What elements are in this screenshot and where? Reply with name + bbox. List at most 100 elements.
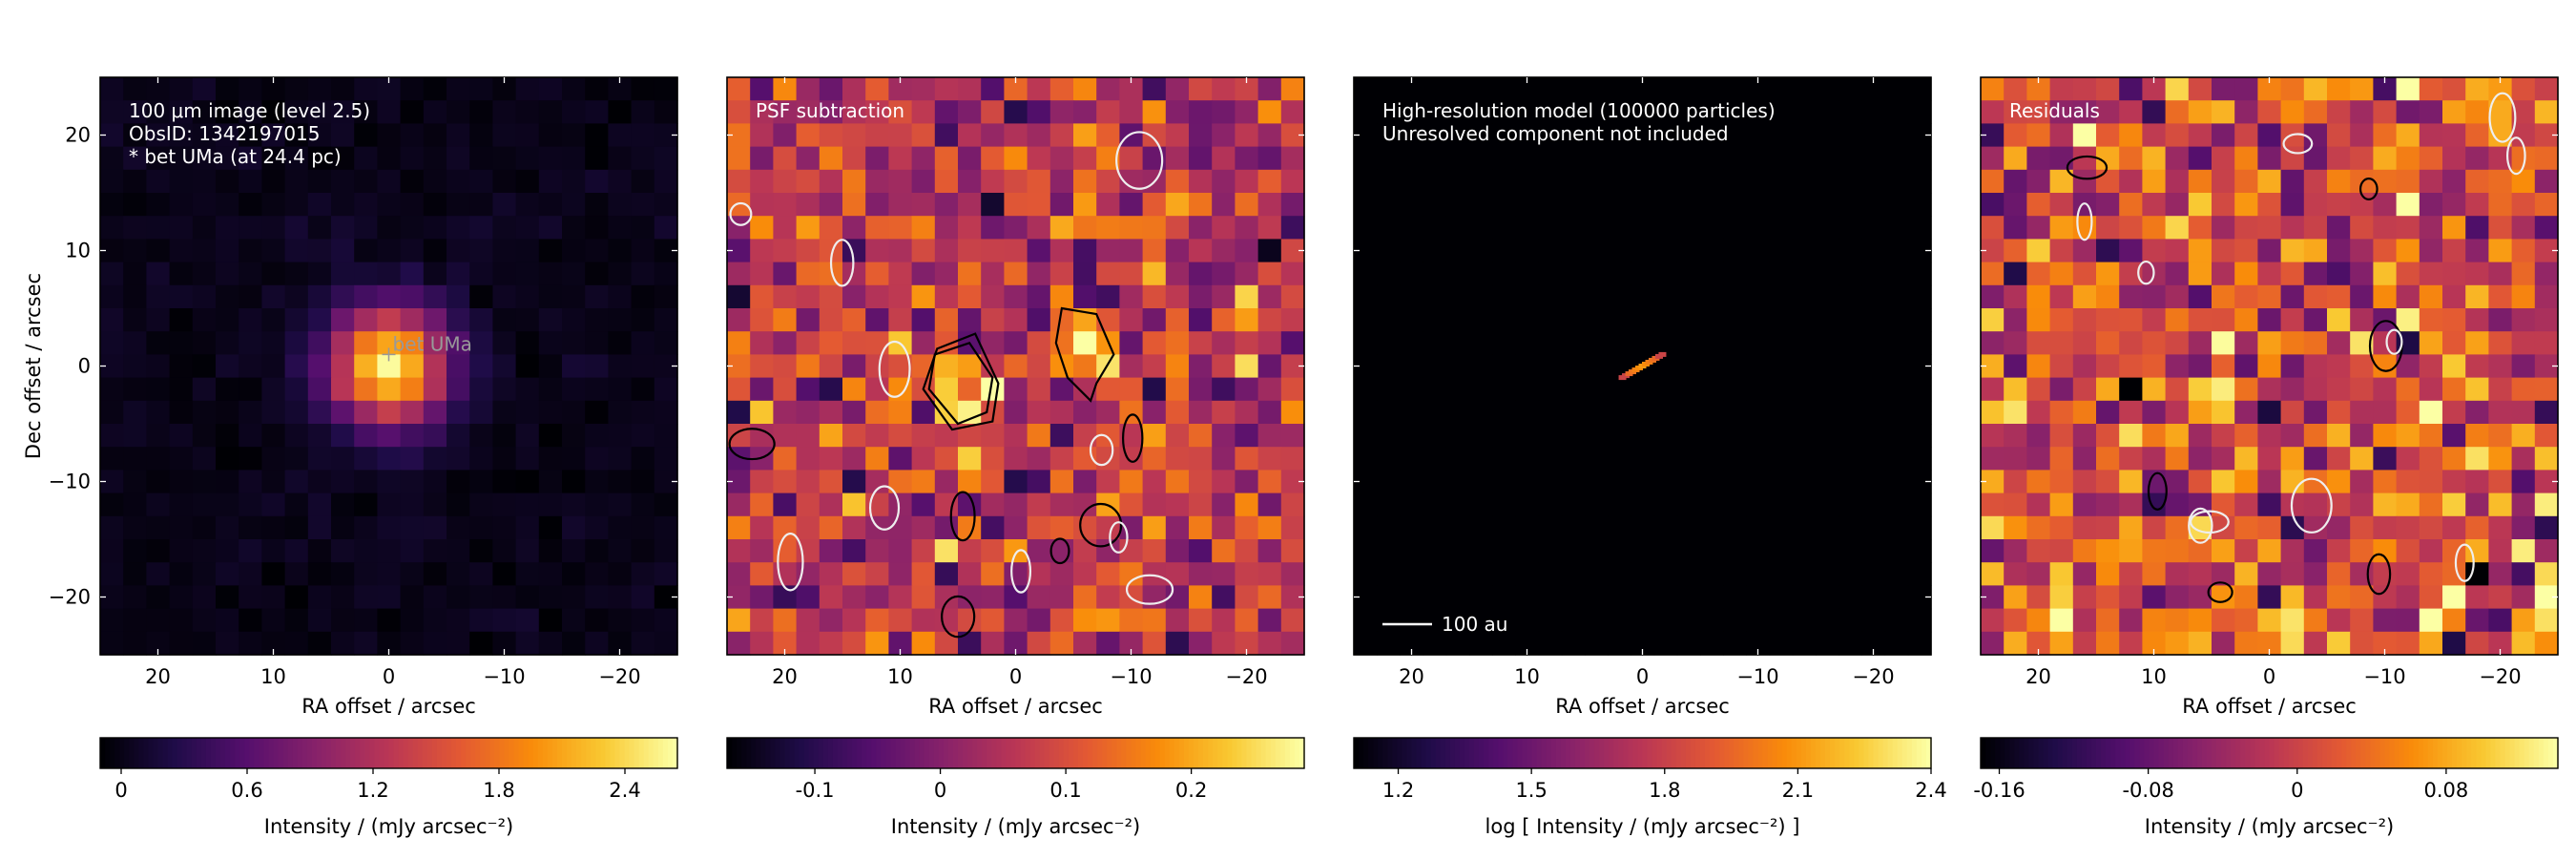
colorbar-segment (186, 738, 193, 768)
colorbar-segment (1772, 738, 1778, 768)
contour (949, 491, 976, 542)
colorbar-segment (2226, 738, 2232, 768)
colorbar-segment (2543, 738, 2549, 768)
colorbar-segment (1368, 738, 1374, 768)
colorbar-segment (1488, 738, 1495, 768)
colorbar-segment (374, 738, 381, 768)
colorbar-segment (2452, 738, 2458, 768)
colorbar-segment (1135, 738, 1142, 768)
colorbar-segment (1049, 738, 1055, 768)
colorbar-segment (832, 738, 839, 768)
colorbar-segment (2462, 738, 2468, 768)
colorbar-segment (638, 738, 645, 768)
colorbar-segment (803, 738, 810, 768)
colorbar-segment (249, 738, 256, 768)
colorbar-segment (379, 738, 385, 768)
colorbar-segment (1178, 738, 1185, 768)
colorbar-segment (2245, 738, 2252, 768)
colorbar-segment (1359, 738, 1364, 768)
heatmap-image (1354, 77, 1932, 656)
colorbar-tick-label: 1.8 (1649, 779, 1680, 802)
colorbar-segment (1512, 738, 1519, 768)
colorbar-segment (996, 738, 1003, 768)
colorbar-segment (504, 738, 510, 768)
colorbar-segment (2057, 738, 2064, 768)
colorbar-segment (746, 738, 753, 768)
colorbar-segment (1498, 738, 1505, 768)
colorbar-segment (1868, 738, 1875, 768)
colorbar-segment (991, 738, 998, 768)
colorbar-segment (2206, 738, 2212, 768)
colorbar-segment (1001, 738, 1008, 768)
colorbar-segment (1020, 738, 1027, 768)
panel-4: 20 10 0 −10 −20 RA offset / arcsec Residuals -0… (1973, 76, 2559, 838)
colorbar-segment (2457, 738, 2462, 768)
colorbar-segment (1402, 738, 1408, 768)
colorbar-segment (1656, 738, 1663, 768)
colorbar-segment (765, 738, 772, 768)
colorbar-segment (1738, 738, 1745, 768)
colorbar-segment (2149, 738, 2155, 768)
colorbar-segment (2043, 738, 2049, 768)
colorbar-segment (181, 738, 188, 768)
colorbar-segment (653, 738, 659, 768)
colorbar-label: Intensity / (mJy arcsec⁻²) (2145, 815, 2394, 838)
colorbar-segment (1661, 738, 1668, 768)
colorbar-segment (866, 738, 873, 768)
colorbar-segment (153, 738, 159, 768)
colorbar-segment (958, 738, 964, 768)
colorbar-segment (2293, 738, 2299, 768)
colorbar-segment (737, 738, 742, 768)
colorbar-segment (2327, 738, 2333, 768)
colorbar-segment (2495, 738, 2502, 768)
colorbar-segment (513, 738, 520, 768)
colorbar-segment (551, 738, 558, 768)
colorbar-segment (350, 738, 357, 768)
colorbar-segment (1892, 738, 1899, 768)
colorbar-segment (1088, 738, 1093, 768)
colorbar-segment (1425, 738, 1432, 768)
colorbar-segment (2028, 738, 2035, 768)
colorbar-segment (1111, 738, 1118, 768)
colorbar-segment (1479, 738, 1485, 768)
colorbar-segment (148, 738, 155, 768)
colorbar-segment (1906, 738, 1913, 768)
colorbar-segment (2081, 738, 2088, 768)
colorbar-segment (813, 738, 820, 768)
colorbar-segment (441, 738, 447, 768)
colorbar-segment (345, 738, 351, 768)
colorbar-segment (1284, 738, 1291, 768)
colorbar-segment (1642, 738, 1649, 768)
colorbar-segment (216, 738, 221, 768)
colorbar-segment (1522, 738, 1528, 768)
colorbar-segment (2346, 738, 2353, 768)
colorbar-segment (1652, 738, 1658, 768)
x-tick-label: −10 (483, 665, 525, 688)
colorbar-segment (862, 738, 868, 768)
colorbar-segment (398, 738, 405, 768)
colorbar-segment (924, 738, 930, 768)
colorbar-segment (162, 738, 169, 768)
colorbar-segment (384, 738, 390, 768)
colorbar-segment (1183, 738, 1190, 768)
colorbar-segment (1073, 738, 1079, 768)
colorbar-segment (562, 738, 568, 768)
colorbar-segment (2106, 738, 2111, 768)
scale-bar-label: 100 au (1442, 613, 1507, 636)
colorbar-segment (499, 738, 506, 768)
contour (2076, 202, 2093, 241)
contour (941, 595, 976, 639)
colorbar-segment (105, 738, 111, 768)
colorbar-segment (1102, 738, 1109, 768)
colorbar-segment (494, 738, 501, 768)
colorbar-segment (947, 738, 954, 768)
colorbar-segment (770, 738, 777, 768)
colorbar-segment (1265, 738, 1272, 768)
colorbar-segment (2321, 738, 2328, 768)
colorbar-segment (2019, 738, 2025, 768)
colorbar-segment (1579, 738, 1586, 768)
colorbar-segment (321, 738, 327, 768)
colorbar-segment (1618, 738, 1625, 768)
colorbar-segment (1289, 738, 1296, 768)
